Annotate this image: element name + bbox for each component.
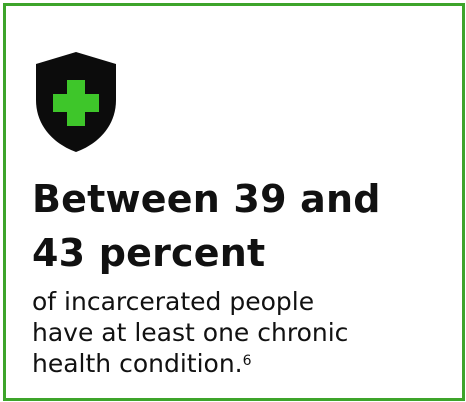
stat-headline: Between 39 and 43 percent [32, 172, 381, 280]
footnote-marker: 6 [242, 353, 252, 369]
stat-description-line-1: of incarcerated people [32, 287, 315, 316]
stat-headline-line-1: Between 39 and [32, 177, 381, 221]
stat-description-line-2: have at least one chronic [32, 318, 349, 347]
stat-description-line-3: health condition.6 [32, 348, 348, 379]
stat-card: Between 39 and 43 percent of incarcerate… [3, 3, 465, 401]
stat-description-line-3-text: health condition. [32, 349, 243, 378]
stat-headline-line-2: 43 percent [32, 231, 266, 275]
shield-plus-icon [36, 52, 116, 152]
stat-description: of incarcerated people have at least one… [32, 286, 348, 379]
